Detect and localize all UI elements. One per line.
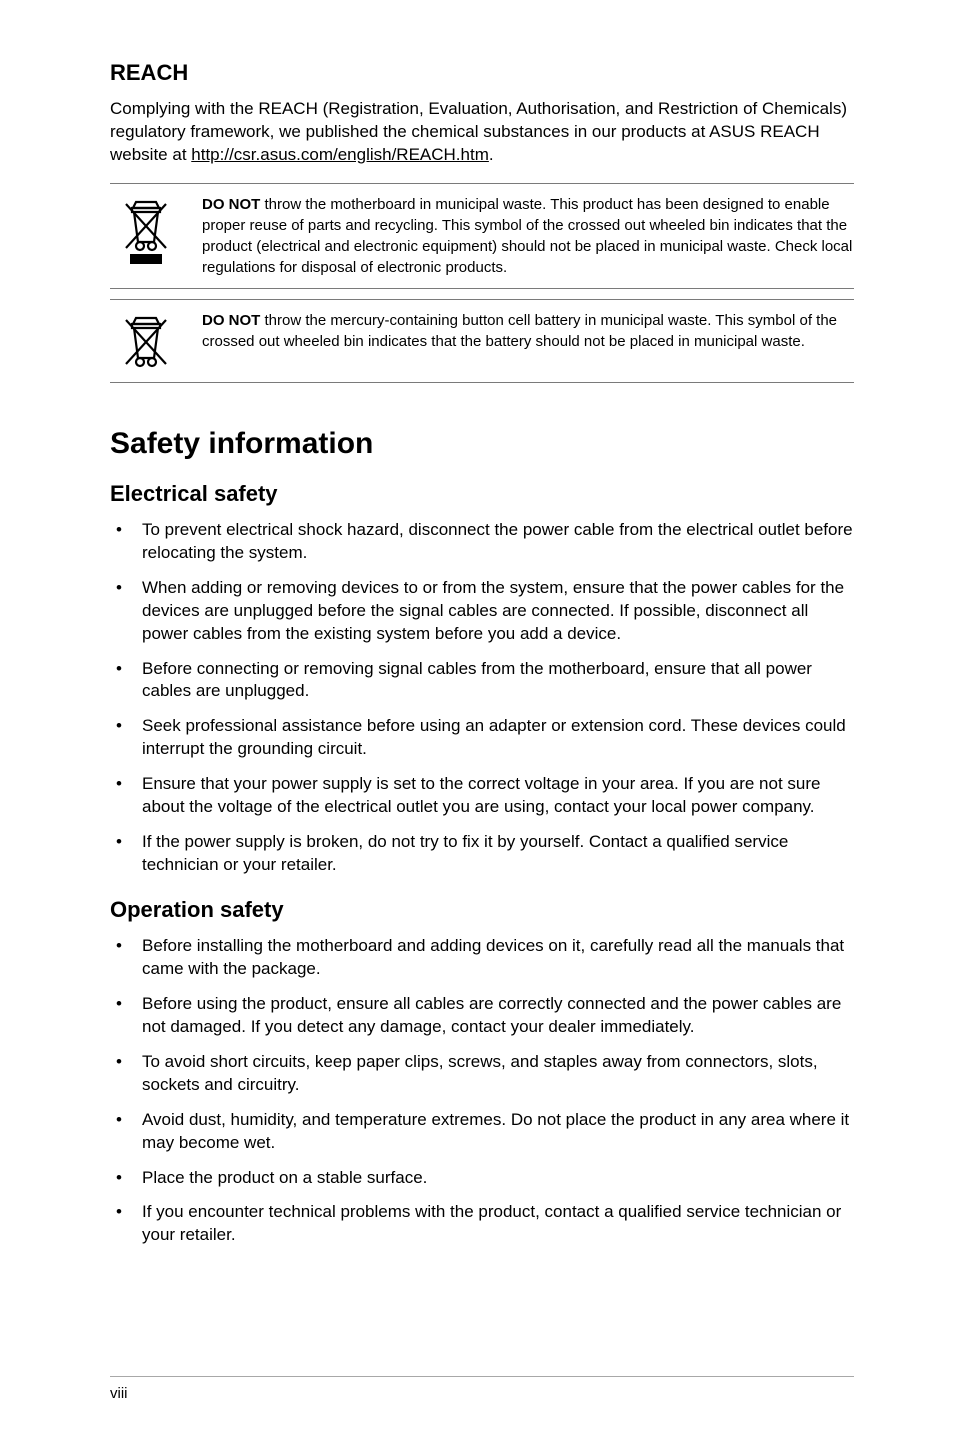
page: REACH Complying with the REACH (Registra… (0, 0, 954, 1438)
list-item: •Before connecting or removing signal ca… (110, 658, 854, 704)
bullet-icon: • (110, 1051, 142, 1097)
list-item-text: To avoid short circuits, keep paper clip… (142, 1051, 854, 1097)
list-item: •If the power supply is broken, do not t… (110, 831, 854, 877)
list-item: •Ensure that your power supply is set to… (110, 773, 854, 819)
notice-2-text: DO NOT throw the mercury-containing butt… (202, 310, 854, 372)
reach-heading: REACH (110, 60, 854, 86)
reach-body: Complying with the REACH (Registration, … (110, 98, 854, 167)
bullet-icon: • (110, 1167, 142, 1190)
list-item: •Place the product on a stable surface. (110, 1167, 854, 1190)
notice-1-text: DO NOT throw the motherboard in municipa… (202, 194, 854, 278)
list-item-text: To prevent electrical shock hazard, disc… (142, 519, 854, 565)
list-item-text: Ensure that your power supply is set to … (142, 773, 854, 819)
list-item-text: Avoid dust, humidity, and temperature ex… (142, 1109, 854, 1155)
list-item: •Before using the product, ensure all ca… (110, 993, 854, 1039)
page-footer: viii (110, 1376, 854, 1402)
bullet-icon: • (110, 715, 142, 761)
list-item-text: Seek professional assistance before usin… (142, 715, 854, 761)
reach-url: http://csr.asus.com/english/REACH.htm (191, 145, 489, 164)
bullet-icon: • (110, 935, 142, 981)
electrical-heading: Electrical safety (110, 481, 854, 507)
bullet-icon: • (110, 577, 142, 646)
list-item: •When adding or removing devices to or f… (110, 577, 854, 646)
operation-list: •Before installing the motherboard and a… (110, 935, 854, 1247)
list-item-text: Place the product on a stable surface. (142, 1167, 854, 1190)
list-item-text: If the power supply is broken, do not tr… (142, 831, 854, 877)
weee-bin-icon (110, 310, 182, 372)
notice-2-rest: throw the mercury-containing button cell… (202, 312, 837, 350)
list-item-text: Before using the product, ensure all cab… (142, 993, 854, 1039)
electrical-list: •To prevent electrical shock hazard, dis… (110, 519, 854, 877)
bullet-icon: • (110, 519, 142, 565)
safety-title: Safety information (110, 427, 854, 461)
bullet-icon: • (110, 1201, 142, 1247)
list-item: •To avoid short circuits, keep paper cli… (110, 1051, 854, 1097)
list-item: •Avoid dust, humidity, and temperature e… (110, 1109, 854, 1155)
list-item-text: Before installing the motherboard and ad… (142, 935, 854, 981)
notice-weee-1: DO NOT throw the motherboard in municipa… (110, 183, 854, 289)
list-item: •If you encounter technical problems wit… (110, 1201, 854, 1247)
list-item-text: Before connecting or removing signal cab… (142, 658, 854, 704)
list-item: •Seek professional assistance before usi… (110, 715, 854, 761)
operation-heading: Operation safety (110, 897, 854, 923)
list-item-text: If you encounter technical problems with… (142, 1201, 854, 1247)
bullet-icon: • (110, 993, 142, 1039)
list-item-text: When adding or removing devices to or fr… (142, 577, 854, 646)
list-item: •Before installing the motherboard and a… (110, 935, 854, 981)
page-number: viii (110, 1385, 128, 1402)
bullet-icon: • (110, 1109, 142, 1155)
notice-weee-2: DO NOT throw the mercury-containing butt… (110, 299, 854, 383)
bullet-icon: • (110, 831, 142, 877)
notice-2-bold: DO NOT (202, 312, 260, 329)
reach-body-suffix: . (489, 145, 494, 164)
bullet-icon: • (110, 773, 142, 819)
notice-1-bold: DO NOT (202, 196, 260, 213)
weee-bin-bar-icon (110, 194, 182, 278)
bullet-icon: • (110, 658, 142, 704)
list-item: •To prevent electrical shock hazard, dis… (110, 519, 854, 565)
notice-1-rest: throw the motherboard in municipal waste… (202, 196, 852, 276)
